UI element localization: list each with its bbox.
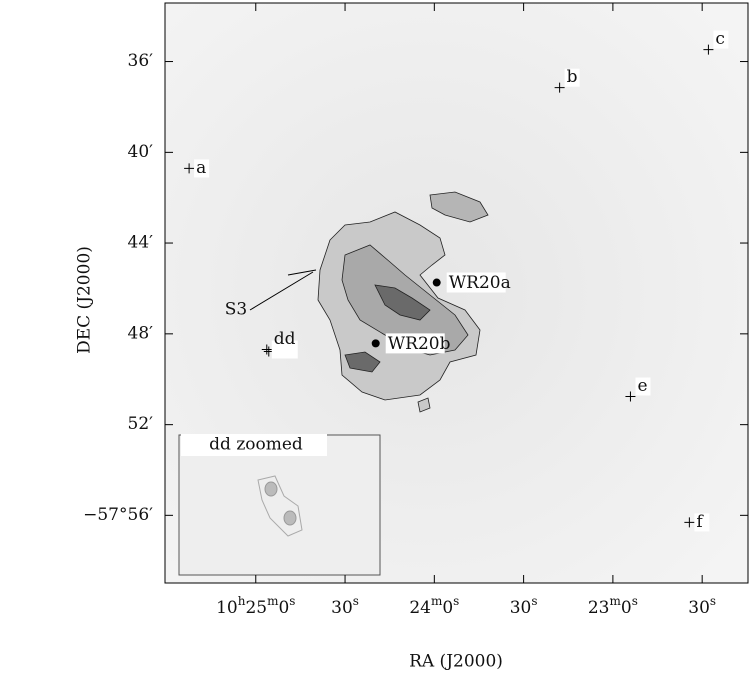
pointer-line — [249, 271, 314, 311]
inset-title: dd zoomed — [209, 435, 303, 455]
source-marker — [625, 391, 636, 402]
y-tick-label: 44′ — [128, 233, 154, 253]
source: b — [554, 67, 580, 93]
source: dd — [261, 329, 298, 359]
inset-core — [283, 510, 297, 526]
x-tick-label: 23m0s — [588, 594, 638, 618]
x-tick-label: 30s — [331, 594, 359, 618]
inset-title-background — [181, 434, 327, 456]
source-label: WR20b — [388, 334, 451, 354]
x-tick-label: 24m0s — [409, 594, 459, 618]
source-marker — [554, 82, 565, 93]
y-tick-label: 52′ — [128, 414, 154, 434]
inset-core — [264, 481, 278, 497]
label-background — [564, 68, 580, 87]
source-marker — [684, 517, 695, 528]
source-marker — [184, 163, 195, 174]
y-tick-label: −57°56′ — [83, 505, 153, 525]
label-background — [194, 159, 210, 178]
region-label: S3 — [225, 300, 247, 320]
label-background — [694, 513, 710, 532]
label-background — [446, 272, 506, 293]
y-axis-label: DEC (J2000) — [75, 246, 95, 354]
inset-contour — [257, 475, 303, 537]
source-label: a — [196, 158, 206, 178]
y-tick-label: 40′ — [128, 142, 154, 162]
source-label: e — [637, 376, 647, 396]
source: f — [684, 512, 710, 532]
source-label: b — [567, 67, 578, 87]
label-background — [385, 333, 445, 354]
x-tick-label: 30s — [688, 594, 716, 618]
plot-frame — [164, 2, 749, 584]
source-marker — [703, 44, 714, 55]
x-tick-label: 10h25m0s — [216, 594, 295, 618]
label-background — [271, 340, 298, 359]
source-label: dd — [274, 329, 296, 349]
source-label: f — [696, 512, 704, 532]
source: WR20b — [371, 333, 451, 354]
label-background — [635, 377, 651, 396]
label-background — [713, 30, 729, 49]
source: e — [625, 376, 651, 402]
source-marker — [261, 344, 274, 357]
inset: dd zoomed — [178, 434, 381, 576]
pointer-line — [287, 269, 317, 276]
y-tick-label: 36′ — [128, 51, 154, 71]
source-label: c — [715, 29, 725, 49]
y-tick-label: 48′ — [128, 323, 154, 343]
source-marker — [371, 339, 380, 348]
x-tick-label: 30s — [510, 594, 538, 618]
source: c — [703, 29, 729, 55]
source-label: WR20a — [449, 273, 511, 293]
source-marker — [432, 278, 441, 287]
source: WR20a — [432, 272, 511, 293]
source: a — [184, 158, 210, 178]
x-axis-label: RA (J2000) — [409, 652, 503, 672]
